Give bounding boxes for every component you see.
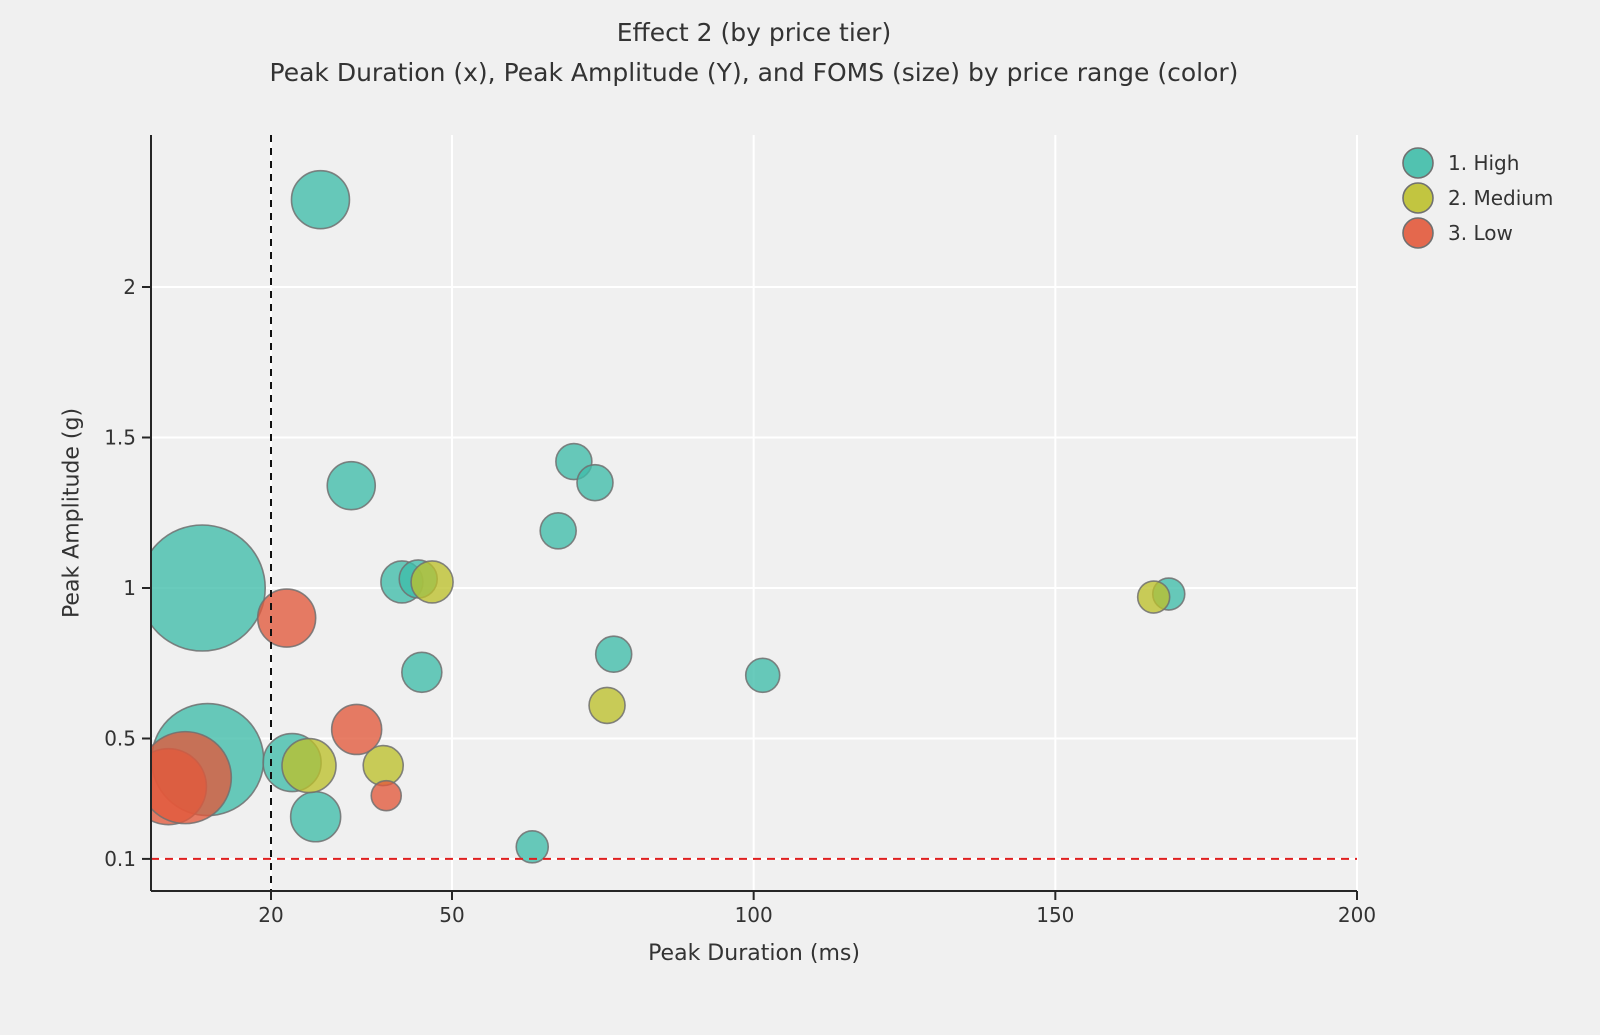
bubble-high [151,524,267,652]
bubble-medium [281,737,337,794]
bubble-medium [1136,580,1171,614]
bubble-low [151,730,233,825]
legend-swatch [1402,217,1434,249]
legend: 1. High 2. Medium 3. Low [1402,147,1553,249]
x-tick-label: 150 [1036,903,1074,927]
bubble-high [576,463,614,502]
bubble-high [290,169,351,230]
y-tick-label: 0.5 [104,727,136,751]
x-tick-label: 200 [1338,903,1376,927]
y-axis-label: Peak Amplitude (g) [59,407,85,619]
chart-subtitle: Peak Duration (x), Peak Amplitude (Y), a… [269,58,1239,87]
legend-swatch [1402,147,1434,179]
bubble-high [401,651,443,694]
bubble-low [330,703,383,756]
bubble-high [744,657,781,694]
legend-swatch [1402,182,1434,214]
bubble-high [326,460,377,511]
x-axis-label: Peak Duration (ms) [648,941,860,966]
legend-label: 2. Medium [1448,186,1553,210]
x-tick-label: 50 [439,903,464,927]
x-tick-label: 20 [258,903,283,927]
legend-label: 1. High [1448,151,1519,175]
y-tick-label: 0.1 [104,847,136,871]
bubble-low [370,779,403,812]
bubble-low [256,588,317,648]
legend-item: 3. Low [1402,217,1513,249]
legend-item: 2. Medium [1402,182,1553,214]
bubble-high [539,512,577,550]
legend-item: 1. High [1402,147,1519,179]
bubble-high [594,635,633,674]
chart-title: Effect 2 (by price tier) [616,18,892,47]
bubble-high [289,790,342,843]
x-tick-label: 100 [735,903,773,927]
y-tick-label: 2 [123,275,136,299]
bubble-medium [410,560,454,604]
bubble-high [515,830,550,864]
bubble-medium [588,686,626,725]
legend-label: 3. Low [1448,221,1513,245]
y-tick-label: 1 [123,576,136,600]
bubbles-layer [151,169,1186,864]
y-tick-label: 1.5 [104,426,136,450]
